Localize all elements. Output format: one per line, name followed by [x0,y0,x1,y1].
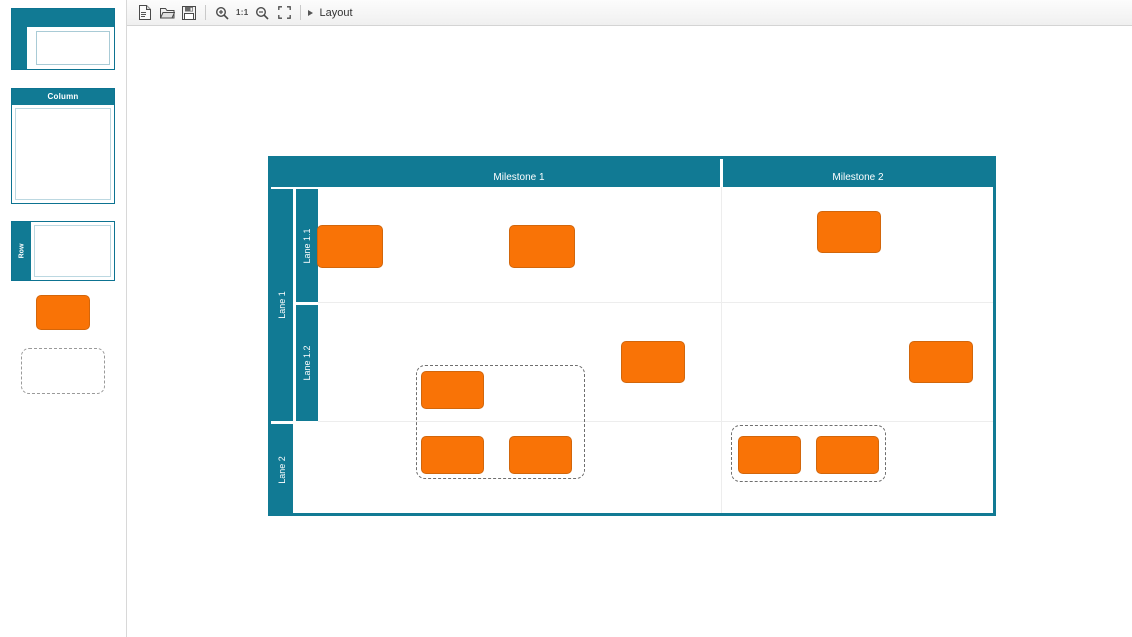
lane-label-lane-1: Lane 1 [277,291,287,319]
group-container-2[interactable] [731,425,886,482]
milestone-1-header[interactable]: Milestone 1 [318,159,720,187]
task-t8[interactable] [509,436,572,474]
lane-separator-2 [318,421,993,422]
palette-pool-header [12,9,114,27]
layout-menu[interactable]: Layout [306,6,353,19]
magnifier-plus-icon[interactable] [211,3,233,23]
palette-row-label: Row [18,243,25,259]
new-file-icon[interactable] [134,3,156,23]
layout-menu-label: Layout [319,6,353,19]
task-t9[interactable] [738,436,801,474]
lane-label-lane-1-1: Lane 1.1 [302,227,312,264]
lane-label-lane-1-2: Lane 1.2 [302,345,312,381]
palette-pool-left-column [12,9,27,69]
milestone-divider [721,187,722,513]
milestone-2-header[interactable]: Milestone 2 [723,159,993,187]
palette-column-body [15,108,111,200]
lane-header-lane-1[interactable]: Lane 1 [271,189,293,421]
toolbar-separator-1 [205,5,206,20]
save-icon[interactable] [178,3,200,23]
task-t7[interactable] [421,436,484,474]
lane-header-lane-2[interactable]: Lane 2 [271,424,293,516]
pool[interactable]: Pool 1 Milestone 1 Milestone 2 Lane 1 La… [268,156,996,516]
palette-column-label: Column [12,89,114,105]
palette-task[interactable] [36,295,90,330]
diagram-canvas[interactable]: Pool 1 Milestone 1 Milestone 2 Lane 1 La… [127,26,1132,637]
lane-separator-1 [318,302,993,303]
folder-icon[interactable] [156,3,178,23]
toolbar-separator-2 [300,5,302,20]
task-t3[interactable] [817,211,881,253]
task-t4[interactable] [421,371,484,409]
palette-group[interactable] [21,348,105,394]
palette-pool[interactable] [11,8,115,70]
milestone-gap [720,159,723,187]
palette-pool-body [36,31,110,65]
fit-screen-icon[interactable] [273,3,295,23]
task-t2[interactable] [509,225,575,268]
task-t6[interactable] [909,341,973,383]
lane-header-lane-1-2[interactable]: Lane 1.2 [296,305,318,421]
chevron-right-icon [308,9,314,16]
magnifier-minus-icon[interactable] [251,3,273,23]
palette-column[interactable]: Column [11,88,115,204]
task-t1[interactable] [317,225,383,268]
palette-row[interactable]: Row [11,221,115,281]
palette-pool-gap [27,27,34,69]
task-t10[interactable] [816,436,879,474]
palette-row-body [34,225,111,277]
palette-row-header: Row [12,222,31,280]
zoom-reset-button[interactable]: 1:1 [236,8,249,17]
shape-palette: Column Row [0,0,127,637]
lane-header-lane-1-1[interactable]: Lane 1.1 [296,189,318,302]
group-container-1[interactable] [416,365,585,479]
task-t5[interactable] [621,341,685,383]
toolbar: 1:1 Layout [127,0,1132,26]
lane-label-lane-2: Lane 2 [277,456,287,484]
